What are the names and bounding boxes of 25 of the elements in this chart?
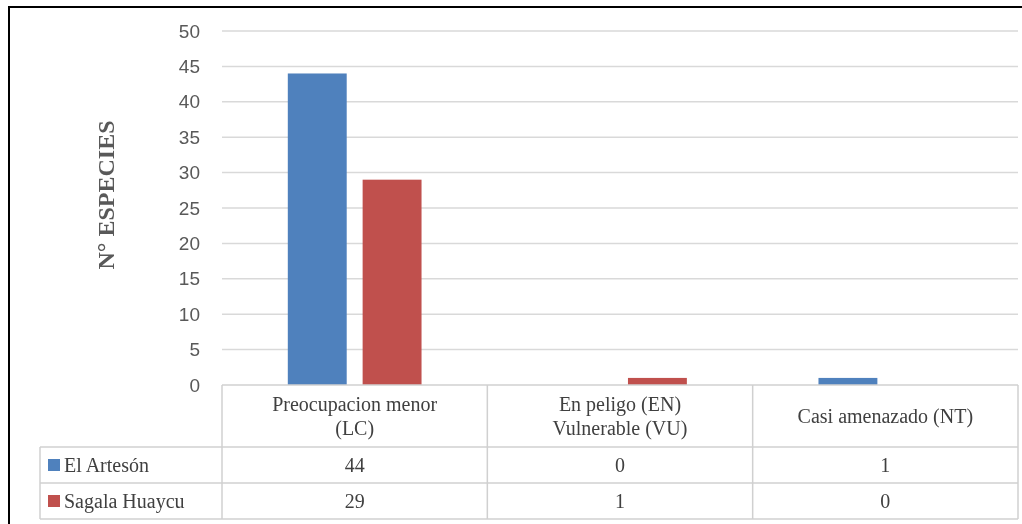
bar bbox=[362, 179, 422, 385]
y-tick-label: 10 bbox=[178, 303, 200, 325]
data-label: 1 bbox=[880, 454, 891, 476]
legend-label: Sagala Huaycu bbox=[64, 490, 185, 513]
y-tick-label: 15 bbox=[178, 268, 200, 290]
data-label: 1 bbox=[615, 490, 625, 512]
data-label: 44 bbox=[344, 454, 365, 476]
y-axis-title: N° ESPECIES bbox=[93, 120, 120, 270]
y-tick-label: 40 bbox=[178, 91, 200, 113]
data-label: 0 bbox=[880, 490, 891, 512]
y-tick-label: 30 bbox=[178, 162, 200, 184]
y-tick-label: 25 bbox=[178, 197, 200, 219]
y-tick-label: 5 bbox=[189, 339, 200, 361]
x-tick-label: En peligo (EN) Vulnerable (VU) bbox=[552, 393, 688, 440]
x-tick-label: Preocupacion menor (LC) bbox=[272, 393, 438, 440]
y-tick-label: 45 bbox=[178, 56, 200, 78]
y-tick-label: 50 bbox=[178, 20, 200, 42]
y-tick-label: 20 bbox=[178, 233, 200, 255]
x-tick-label: Casi amenazado (NT) bbox=[797, 405, 974, 428]
bar bbox=[287, 73, 347, 385]
data-label: 29 bbox=[344, 490, 365, 512]
legend-label: El Artesón bbox=[64, 454, 149, 476]
y-tick-label: 0 bbox=[189, 374, 200, 396]
y-tick-label: 35 bbox=[178, 126, 200, 148]
data-label: 0 bbox=[615, 454, 625, 476]
